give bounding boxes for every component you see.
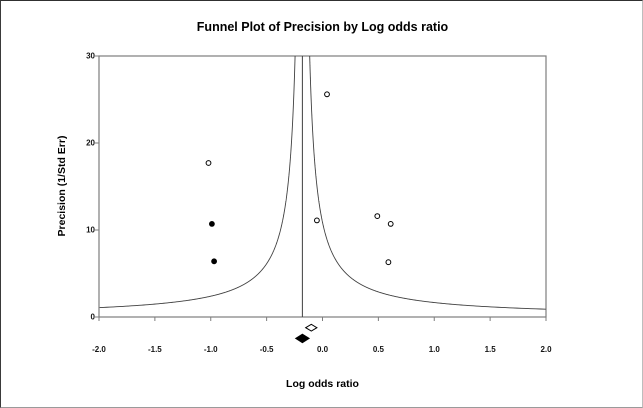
x-axis-tick-label: 0.5 — [373, 345, 385, 354]
funnel-limit-right — [309, 56, 546, 310]
observed-combined-effect-diamond — [304, 323, 318, 332]
y-axis-tick-label: 30 — [86, 52, 95, 61]
imputed-study-point — [211, 258, 218, 265]
x-axis-tick-label: 1.0 — [429, 345, 441, 354]
adjusted-combined-effect-diamond — [294, 333, 311, 344]
x-axis-tick-label: -0.5 — [260, 345, 274, 354]
observed-study-point — [314, 217, 320, 224]
y-axis-tick-label: 10 — [86, 226, 95, 235]
observed-study-point — [387, 221, 394, 227]
x-axis-tick-label: -1.5 — [148, 345, 162, 354]
observed-study-point — [374, 213, 381, 220]
x-axis-tick-label: 0.0 — [317, 345, 329, 354]
y-axis-tick-label: 0 — [91, 313, 96, 322]
y-axis-tick-label: 20 — [86, 139, 95, 148]
x-axis-tick-label: 2.0 — [540, 345, 552, 354]
x-axis-tick-label: -1.0 — [204, 345, 218, 354]
observed-study-point — [324, 91, 330, 98]
imputed-study-point — [209, 221, 215, 227]
funnel-limit-left — [99, 56, 296, 309]
observed-study-point — [385, 259, 392, 266]
x-axis-tick-label: 1.5 — [485, 345, 497, 354]
observed-study-point — [205, 160, 212, 166]
x-axis-tick-label: -2.0 — [92, 345, 106, 354]
plot-frame — [98, 55, 547, 318]
chart-title: Funnel Plot of Precision by Log odds rat… — [196, 20, 449, 34]
x-axis-title: Log odds ratio — [286, 378, 359, 390]
